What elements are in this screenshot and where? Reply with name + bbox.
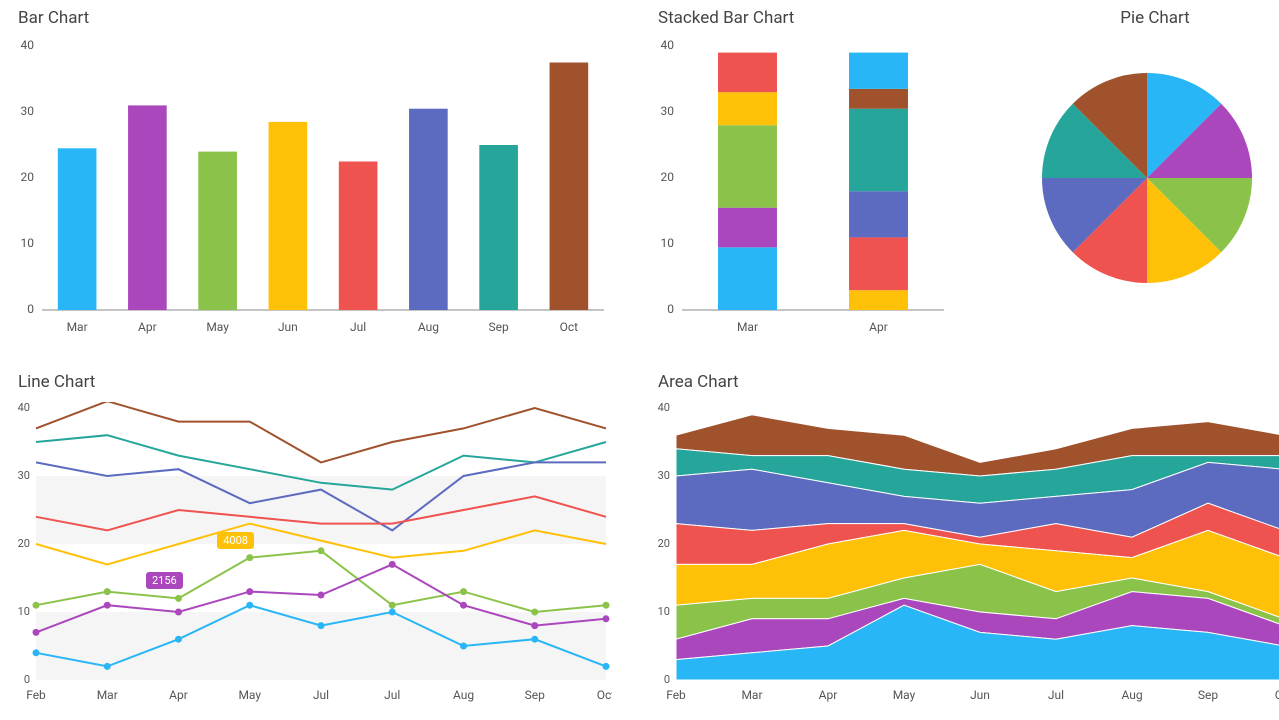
svg-text:Jul: Jul [1048,688,1064,702]
svg-text:20: 20 [661,170,675,184]
svg-text:Aug: Aug [418,320,439,334]
svg-text:40: 40 [21,38,35,52]
svg-text:Apr: Apr [138,320,157,334]
svg-text:30: 30 [661,104,675,118]
svg-text:Jul: Jul [350,320,366,334]
svg-text:Mar: Mar [741,688,762,702]
svg-text:40: 40 [658,402,670,414]
line-chart-body: 0 10 20 30 40 Feb Mar Apr May Jul Jul Aug Sep Oct 2156… [12,402,632,718]
svg-text:Oct: Oct [1275,688,1279,702]
chart-annotation: 2156 [146,572,183,589]
svg-text:Oct: Oct [597,688,612,702]
svg-text:Jun: Jun [970,688,990,702]
svg-text:Aug: Aug [453,688,474,702]
area-chart-panel: Area Chart 0 10 20 30 40 Feb Mar Apr May Jun Jul Au… [652,368,1279,718]
svg-text:10: 10 [18,605,30,618]
svg-text:0: 0 [667,302,674,316]
pie-chart-body [992,38,1279,354]
bar-chart-title: Bar Chart [18,8,632,28]
svg-text:0: 0 [27,302,34,316]
svg-text:40: 40 [661,38,675,52]
svg-text:Sep: Sep [489,320,509,334]
svg-text:Feb: Feb [666,688,686,702]
svg-text:Sep: Sep [1198,688,1218,702]
svg-text:10: 10 [21,236,35,250]
svg-text:10: 10 [661,236,675,250]
svg-text:Sep: Sep [525,688,545,702]
pie-chart-panel: Pie Chart [992,4,1279,354]
svg-text:40: 40 [18,402,30,414]
svg-text:Apr: Apr [869,320,888,334]
area-chart-body: 0 10 20 30 40 Feb Mar Apr May Jun Jul Aug Sep Oct [652,402,1279,718]
chart-annotation: 4008 [217,532,254,549]
svg-text:Oct: Oct [560,320,579,334]
svg-text:30: 30 [658,469,670,482]
svg-text:20: 20 [18,537,30,550]
svg-text:Jul: Jul [384,688,400,702]
stacked-chart-body: 0 10 20 30 40 Mar Apr [652,38,972,354]
pie-chart-title: Pie Chart [998,8,1279,28]
svg-text:0: 0 [24,673,30,686]
svg-text:10: 10 [658,605,670,618]
svg-text:May: May [238,688,261,702]
svg-text:30: 30 [21,104,35,118]
line-chart-panel: Line Chart 0 10 20 30 40 Feb Mar Apr May Jul Jul Au… [12,368,632,718]
svg-text:Mar: Mar [67,320,88,334]
svg-text:Mar: Mar [737,320,758,334]
svg-text:30: 30 [18,469,30,482]
svg-text:Feb: Feb [26,688,46,702]
svg-text:20: 20 [658,537,670,550]
svg-text:Apr: Apr [169,688,188,702]
stacked-chart-title: Stacked Bar Chart [658,8,972,28]
bar-chart-panel: Bar Chart 0 10 20 30 40 Mar Apr May Jun Jul Aug Sep… [12,4,632,354]
svg-text:Jun: Jun [278,320,298,334]
bar-chart-body: 0 10 20 30 40 Mar Apr May Jun Jul Aug Sep Oct [12,38,632,354]
svg-text:Mar: Mar [97,688,118,702]
svg-text:20: 20 [21,170,35,184]
stacked-chart-panel: Stacked Bar Chart 0 10 20 30 40 Mar Apr [652,4,972,354]
area-chart-title: Area Chart [658,372,1279,392]
svg-text:May: May [206,320,229,334]
svg-text:0: 0 [664,673,670,686]
line-chart-title: Line Chart [18,372,632,392]
svg-text:Apr: Apr [819,688,838,702]
svg-text:May: May [893,688,916,702]
svg-text:Aug: Aug [1121,688,1142,702]
svg-text:Jul: Jul [313,688,329,702]
